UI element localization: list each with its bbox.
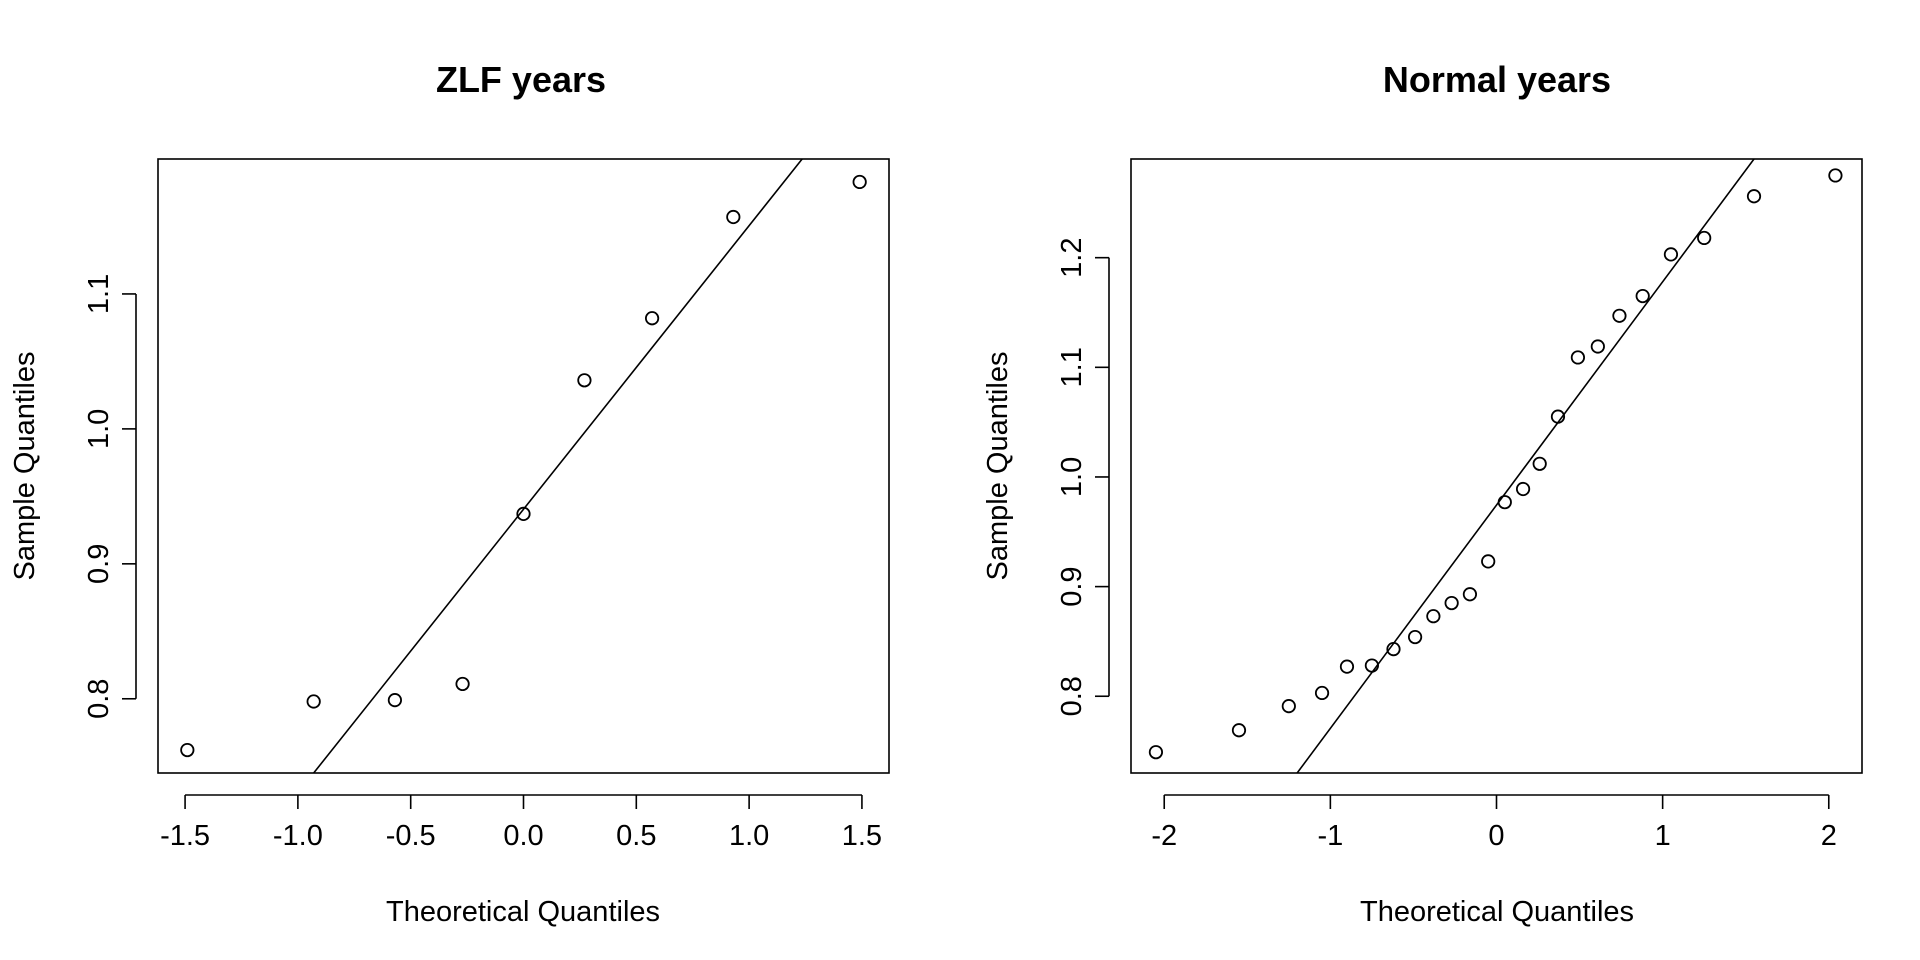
zlf-data-point [516, 506, 531, 522]
normal-data-point [1697, 230, 1712, 246]
zlf-x-axis-label: Theoretical Quantiles [386, 896, 660, 928]
zlf-years-title: ZLF years [436, 59, 606, 100]
normal-x-axis: -2 -1 0 1 2 [1151, 794, 1837, 852]
normal-y-tick-label: 1.1 [1056, 347, 1088, 387]
zlf-x-tick-label: -1.0 [273, 820, 323, 852]
zlf-data-point [645, 311, 660, 326]
normal-y-tick-label: 1.2 [1056, 238, 1088, 278]
normal-y-axis-label: Sample Quantiles [982, 352, 1014, 581]
normal-plot-frame [1130, 158, 1863, 774]
normal-data-point [1828, 168, 1843, 183]
normal-data-point [1746, 189, 1762, 204]
zlf-x-tick-label: 1.0 [729, 820, 769, 852]
zlf-x-tick-label: 0.5 [616, 820, 656, 852]
zlf-data-point [726, 209, 741, 225]
zlf-y-tick-label: 1.0 [83, 409, 115, 449]
normal-data-point [1386, 642, 1401, 657]
normal-data-point [1532, 456, 1547, 471]
normal-data-point [1148, 745, 1164, 760]
normal-data-point [1570, 350, 1586, 365]
normal-data-point [1407, 629, 1423, 645]
normal-data-point [1497, 495, 1512, 510]
normal-x-tick-label: -2 [1151, 820, 1177, 852]
normal-years-panel: Normal years -2 -1 0 1 2 0.8 0.9 1.0 1.1 1.2 The… [982, 59, 1863, 928]
normal-x-tick-label: 1 [1655, 820, 1671, 852]
normal-y-tick-label: 0.8 [1056, 676, 1088, 716]
zlf-y-axis-label: Sample Quantiles [9, 352, 41, 581]
zlf-data-point [180, 742, 195, 758]
normal-data-point [1281, 699, 1296, 714]
zlf-x-tick-label: -0.5 [386, 820, 436, 852]
normal-reference-line [1296, 159, 1755, 773]
normal-data-point [1314, 685, 1330, 701]
normal-data-point [1612, 308, 1627, 323]
normal-data-point [1663, 247, 1679, 262]
zlf-y-axis: 0.8 0.9 1.0 1.1 [83, 274, 137, 719]
normal-y-tick-label: 1.0 [1056, 457, 1088, 497]
normal-data-point [1444, 595, 1459, 611]
zlf-data-point [852, 174, 867, 190]
zlf-x-tick-label: -1.5 [160, 820, 210, 852]
normal-data-point [1364, 658, 1379, 673]
normal-x-tick-label: 2 [1821, 820, 1837, 852]
zlf-data-point [306, 694, 321, 709]
zlf-data-point [577, 373, 592, 388]
zlf-y-tick-label: 0.9 [83, 544, 115, 584]
zlf-y-tick-label: 0.8 [83, 679, 115, 719]
zlf-x-tick-label: 1.5 [842, 820, 882, 852]
zlf-data-point [455, 676, 470, 692]
normal-data-point [1339, 659, 1355, 674]
normal-y-tick-label: 0.9 [1056, 566, 1088, 606]
zlf-data-point [387, 693, 402, 708]
normal-y-axis: 0.8 0.9 1.0 1.1 1.2 [1056, 238, 1110, 716]
normal-data-point [1426, 609, 1441, 624]
zlf-plot-frame [157, 158, 890, 774]
zlf-years-panel: ZLF years -1.5 -1.0 -0.5 0.0 0.5 1.0 1.5 0.80.… [9, 59, 890, 928]
normal-data-point [1515, 481, 1531, 497]
normal-data-point [1231, 723, 1247, 738]
zlf-x-axis: -1.5 -1.0 -0.5 0.0 0.5 1.0 1.5 [160, 794, 882, 852]
normal-x-axis-label: Theoretical Quantiles [1360, 896, 1634, 928]
normal-data-point [1481, 554, 1496, 569]
normal-x-tick-label: -1 [1317, 820, 1343, 852]
zlf-x-tick-label: 0.0 [503, 820, 543, 852]
normal-data-point [1590, 339, 1605, 354]
normal-data-point [1462, 587, 1478, 602]
normal-data-point [1635, 288, 1650, 304]
zlf-data-marks [180, 159, 867, 773]
normal-data-marks [1148, 159, 1843, 773]
zlf-y-tick-label: 1.1 [83, 274, 115, 314]
normal-years-title: Normal years [1383, 59, 1611, 100]
normal-data-point [1550, 409, 1566, 424]
normal-x-tick-label: 0 [1488, 820, 1504, 852]
zlf-reference-line [313, 159, 803, 773]
